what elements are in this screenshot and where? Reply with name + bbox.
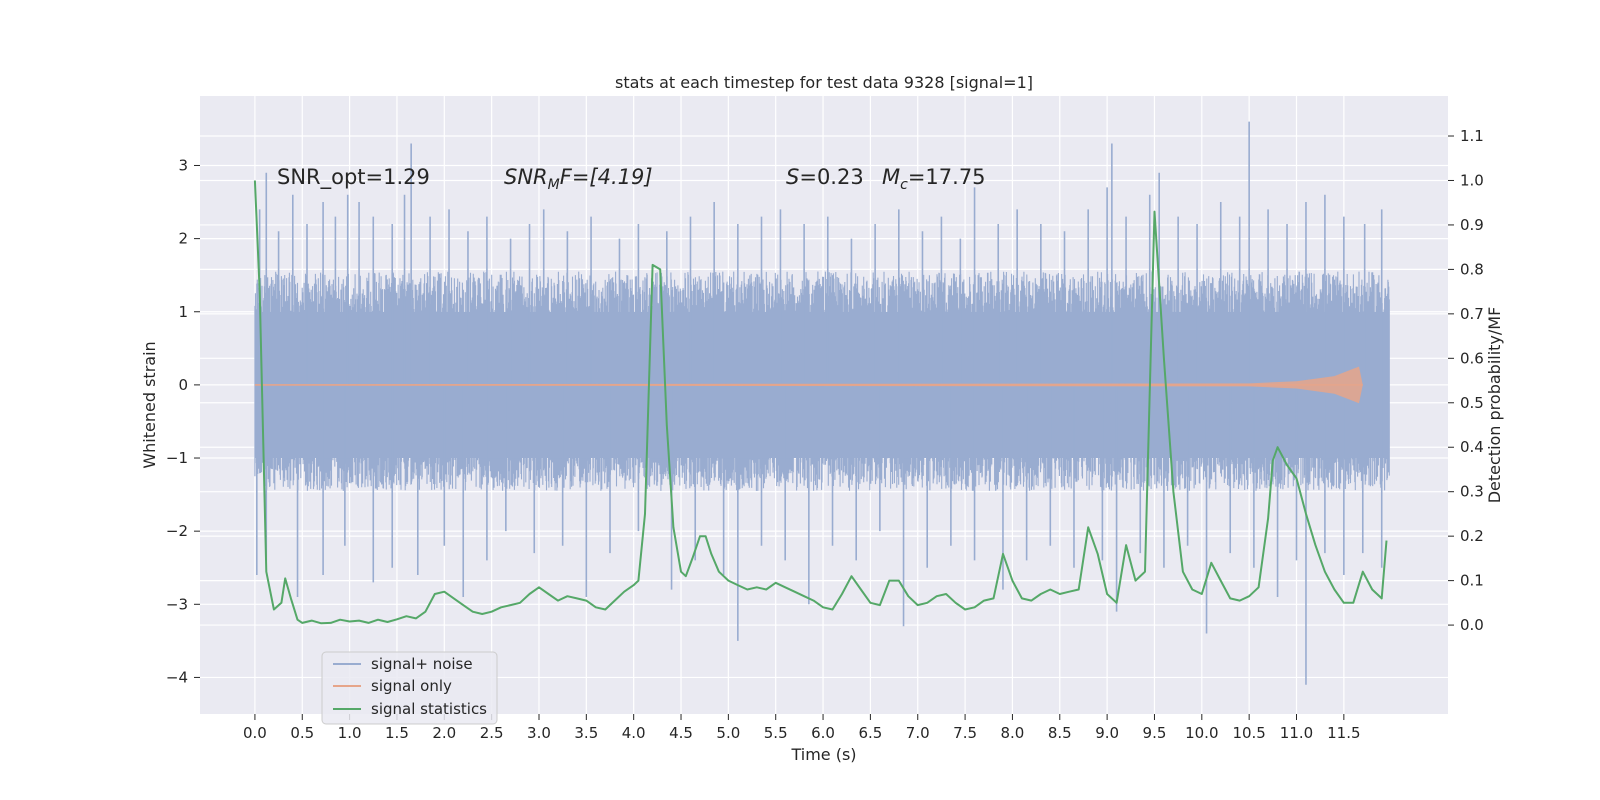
x-tick-label: 1.5 bbox=[385, 724, 409, 742]
y-left-tick-label: 3 bbox=[178, 156, 188, 174]
x-tick-label: 2.0 bbox=[432, 724, 456, 742]
y-right-tick-label: 0.1 bbox=[1460, 572, 1484, 590]
y-right-tick-label: 0.5 bbox=[1460, 394, 1484, 412]
legend-label-signal-only: signal only bbox=[371, 677, 452, 695]
x-tick-label: 3.5 bbox=[574, 724, 598, 742]
x-tick-label: 10.5 bbox=[1232, 724, 1265, 742]
x-tick-label: 6.0 bbox=[811, 724, 835, 742]
y-axis-label-right: Detection probability/MF bbox=[1485, 307, 1504, 504]
signal-statistics-line bbox=[253, 180, 1388, 625]
x-tick-label: 7.0 bbox=[906, 724, 930, 742]
legend-label-signal-noise: signal+ noise bbox=[371, 655, 473, 673]
x-tick-label: 7.5 bbox=[953, 724, 977, 742]
y-left-tick-label: −2 bbox=[166, 522, 188, 540]
x-tick-label: 5.0 bbox=[716, 724, 740, 742]
annotation-s: S=0.23 bbox=[786, 165, 864, 189]
y-right-tick-label: 1.1 bbox=[1460, 127, 1484, 145]
x-tick-label: 9.0 bbox=[1095, 724, 1119, 742]
x-tick-label: 0.0 bbox=[243, 724, 267, 742]
x-tick-label: 8.0 bbox=[1001, 724, 1025, 742]
legend-label-signal-statistics: signal statistics bbox=[371, 700, 487, 718]
y-left-tick-label: 2 bbox=[178, 230, 188, 248]
y-right-tick-label: 0.9 bbox=[1460, 216, 1484, 234]
x-tick-label: 10.0 bbox=[1185, 724, 1218, 742]
x-tick-label: 0.5 bbox=[290, 724, 314, 742]
annotation-snr-opt: SNR_opt=1.29 bbox=[277, 165, 430, 190]
annotation-snr-mf: SNRMF=[4.19] bbox=[504, 165, 653, 193]
x-tick-label: 11.5 bbox=[1327, 724, 1360, 742]
x-tick-label: 9.5 bbox=[1143, 724, 1167, 742]
x-tick-label: 6.5 bbox=[858, 724, 882, 742]
y-right-tick-label: 0.4 bbox=[1460, 438, 1484, 456]
legend: signal+ noise signal only signal statist… bbox=[321, 651, 498, 725]
chart-title: stats at each timestep for test data 932… bbox=[615, 73, 1033, 92]
x-tick-label: 11.0 bbox=[1280, 724, 1313, 742]
y-left-tick-label: −4 bbox=[166, 668, 188, 686]
annotation-mc: Mc=17.75 bbox=[882, 165, 986, 193]
y-right-tick-label: 0.6 bbox=[1460, 349, 1484, 367]
x-tick-label: 5.5 bbox=[764, 724, 788, 742]
y-left-tick-label: 1 bbox=[178, 303, 188, 321]
y-right-tick-label: 0.2 bbox=[1460, 527, 1484, 545]
signal-only-chirp bbox=[254, 366, 1363, 404]
x-tick-label: 8.5 bbox=[1048, 724, 1072, 742]
y-left-tick-label: −1 bbox=[166, 449, 188, 467]
x-tick-label: 3.0 bbox=[527, 724, 551, 742]
x-axis-label: Time (s) bbox=[790, 745, 856, 764]
y-right-tick-label: 1.0 bbox=[1460, 171, 1484, 189]
y-right-tick-label: 0.0 bbox=[1460, 616, 1484, 634]
y-left-tick-label: −3 bbox=[166, 595, 188, 613]
x-tick-label: 2.5 bbox=[480, 724, 504, 742]
y-axis-label-left: Whitened strain bbox=[140, 341, 159, 468]
legend-box bbox=[321, 651, 498, 725]
y-right-tick-label: 0.8 bbox=[1460, 260, 1484, 278]
y-right-tick-label: 0.3 bbox=[1460, 483, 1484, 501]
x-tick-label: 4.5 bbox=[669, 724, 693, 742]
x-tick-label: 4.0 bbox=[622, 724, 646, 742]
series-layer bbox=[253, 121, 1390, 685]
y-right-tick-label: 0.7 bbox=[1460, 305, 1484, 323]
x-tick-label: 1.0 bbox=[338, 724, 362, 742]
y-left-tick-label: 0 bbox=[178, 376, 188, 394]
